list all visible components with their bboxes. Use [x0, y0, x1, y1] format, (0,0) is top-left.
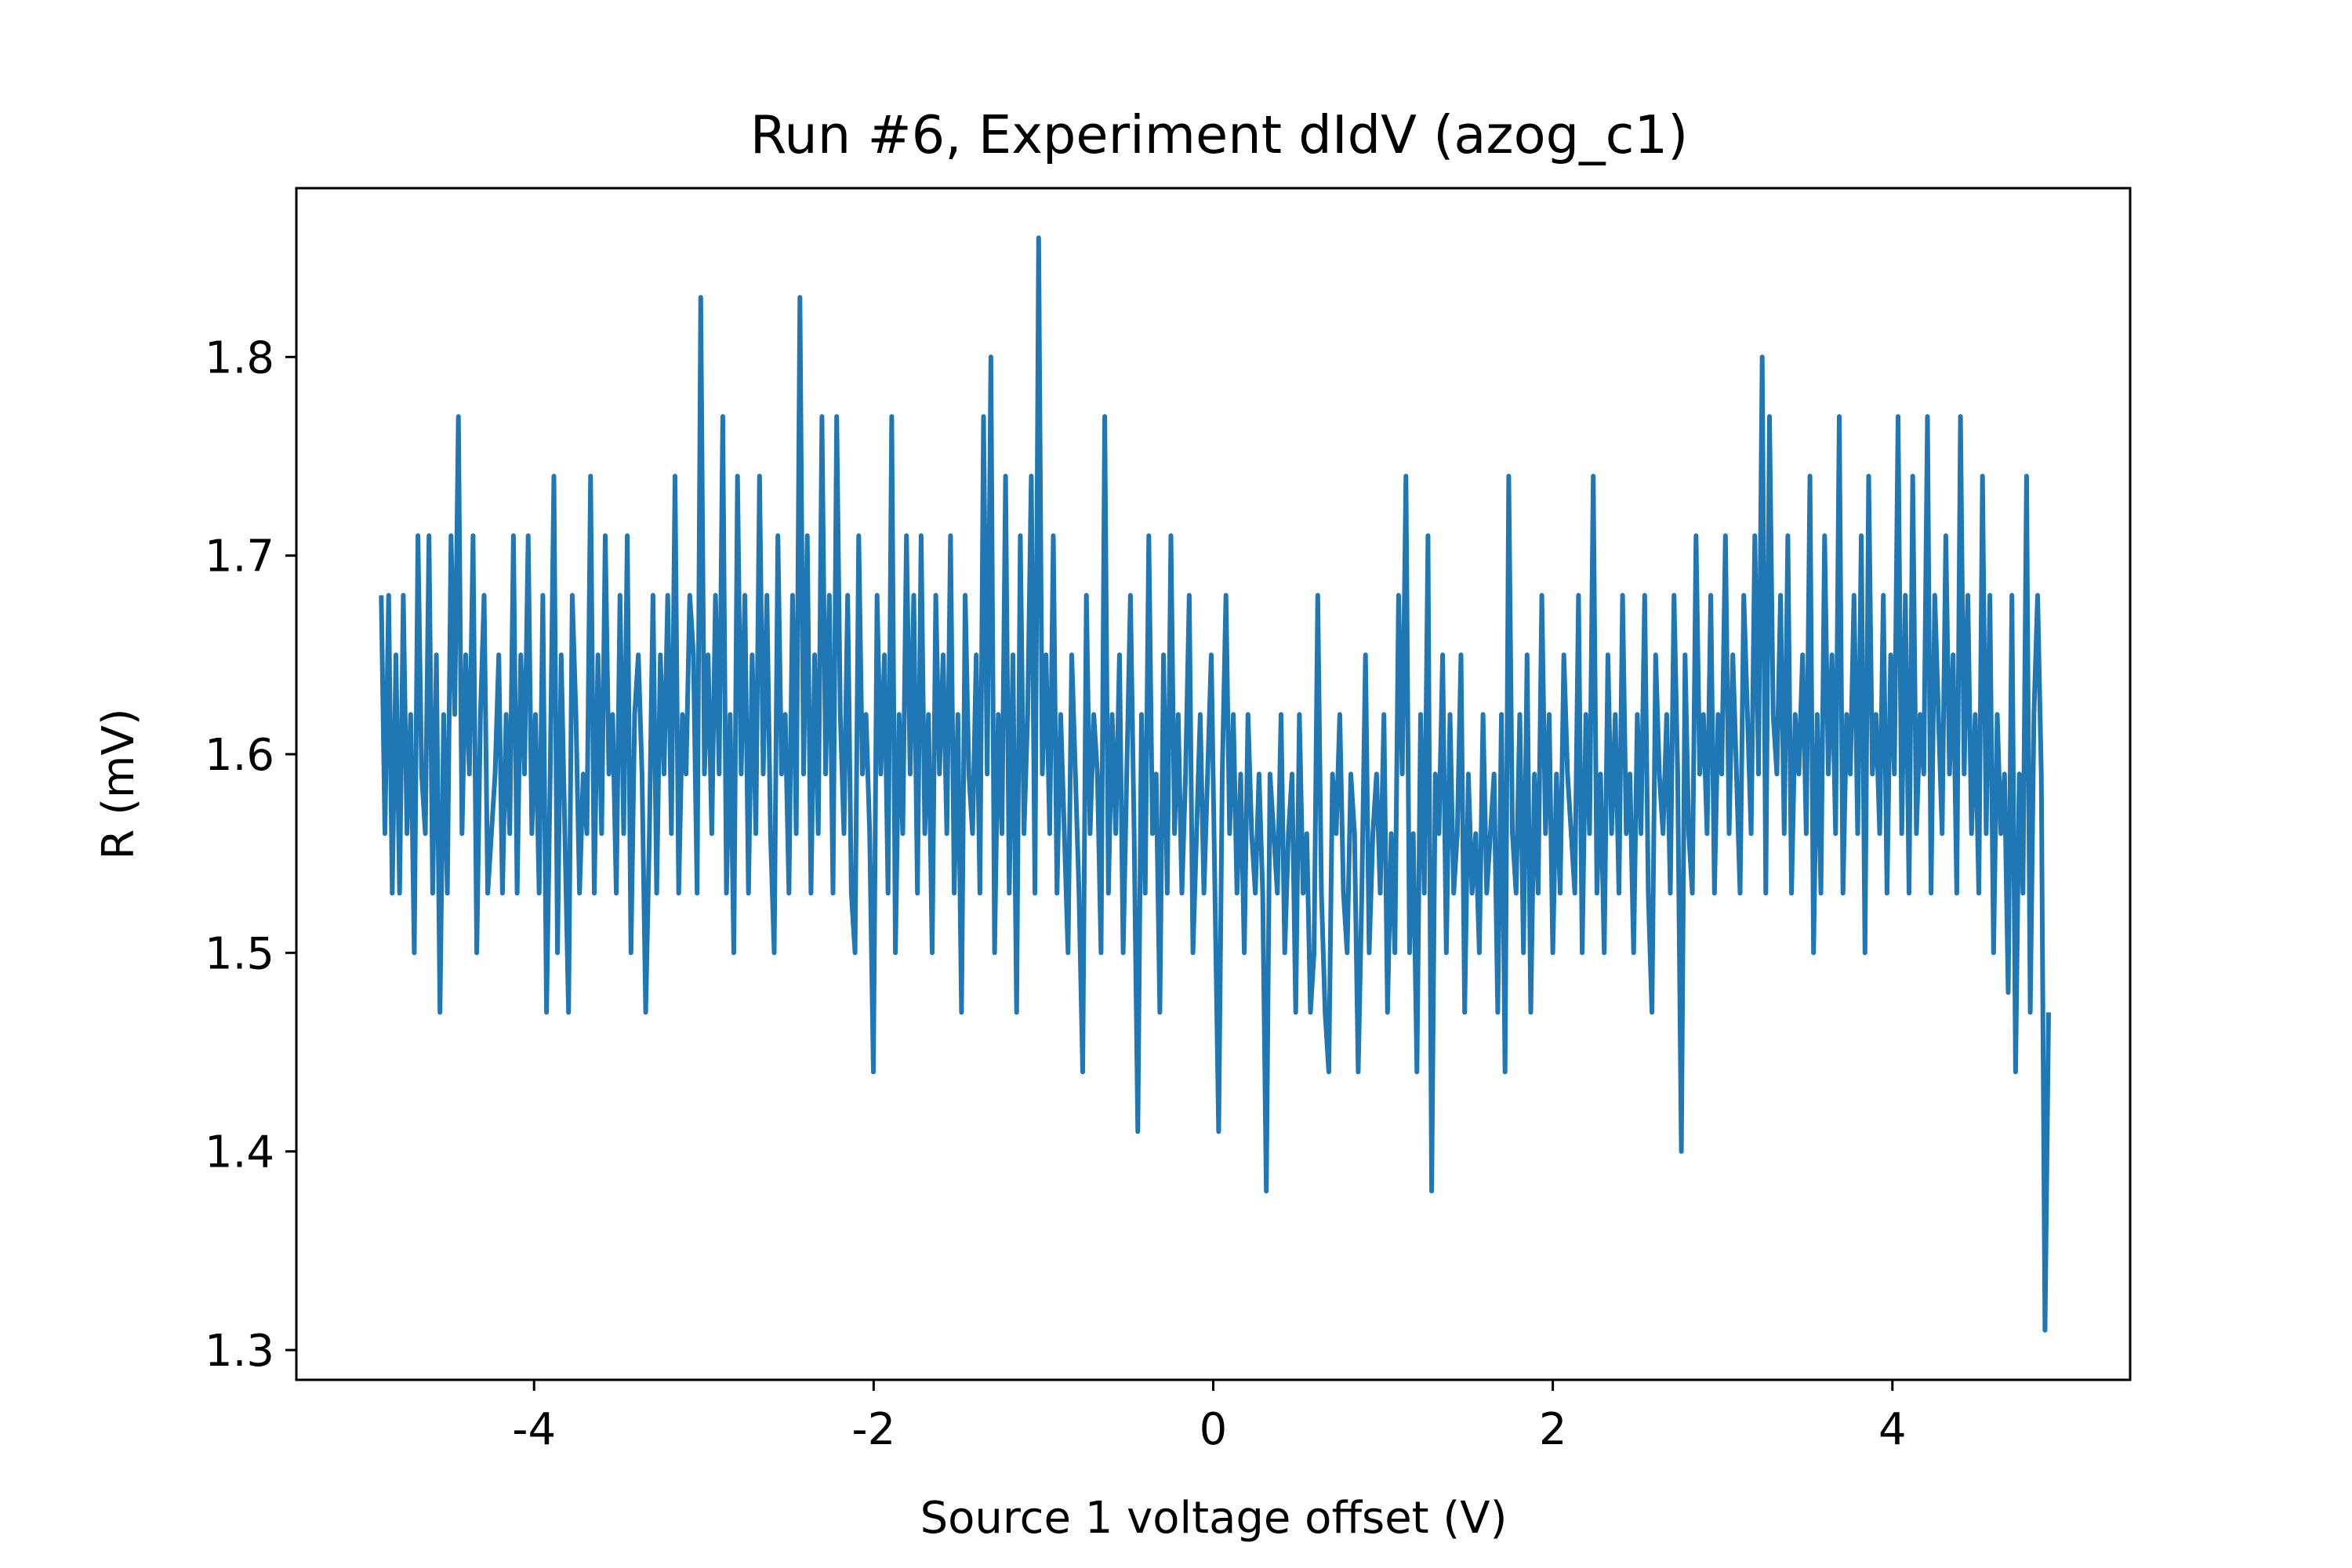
series-layer	[379, 235, 2051, 1333]
y-tick-label: 1.6	[205, 730, 274, 781]
y-tick-label: 1.4	[205, 1127, 274, 1178]
x-tick-label: 0	[1200, 1404, 1228, 1455]
y-axis-ticks: 1.3 1.4 1.5 1.6 1.7 1.8	[205, 332, 296, 1377]
x-tick-label: 4	[1878, 1404, 1907, 1455]
y-tick-label: 1.7	[205, 532, 274, 583]
x-axis-label: Source 1 voltage offset (V)	[920, 1493, 1508, 1544]
series-line	[379, 235, 2051, 1333]
x-axis-ticks: -4 -2 0 2 4	[512, 1380, 1907, 1455]
y-tick-label: 1.8	[205, 332, 274, 383]
chart-title: Run #6, Experiment dIdV (azog_c1)	[750, 104, 1688, 165]
x-tick-label: -4	[512, 1404, 556, 1455]
y-axis-label: R (mV)	[93, 708, 144, 859]
y-tick-label: 1.5	[205, 928, 274, 979]
x-tick-label: 2	[1539, 1404, 1567, 1455]
y-tick-label: 1.3	[205, 1326, 274, 1377]
x-tick-label: -2	[851, 1404, 895, 1455]
